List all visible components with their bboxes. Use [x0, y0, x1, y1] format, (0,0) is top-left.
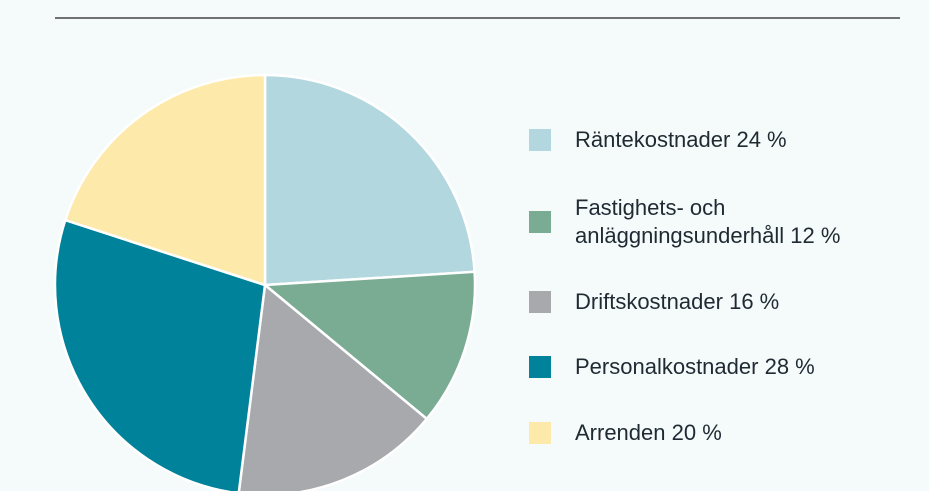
legend-name: Fastighets- och anläggningsunderhåll [575, 195, 785, 248]
legend-item: Driftskostnader 16 % [529, 288, 924, 316]
legend-name: Driftskostnader [575, 289, 723, 314]
legend-label: Fastighets- och anläggningsunderhåll 12 … [575, 194, 920, 250]
legend-label: Driftskostnader 16 % [575, 288, 920, 316]
legend-value: 16 % [729, 289, 780, 314]
legend-name: Personalkostnader [575, 354, 759, 379]
legend-swatch [529, 356, 551, 378]
legend-value: 20 % [671, 420, 722, 445]
pie-slice [261, 270, 477, 421]
legend-item: Arrenden 20 % [529, 419, 924, 447]
pie-slice [63, 73, 267, 287]
legend-item: Fastighets- och anläggningsunderhåll 12 … [529, 194, 924, 250]
legend-item: Räntekostnader 24 % [529, 126, 924, 154]
legend-name: Räntekostnader [575, 127, 731, 152]
legend-label: Personalkostnader 28 % [575, 353, 920, 381]
legend-name: Arrenden [575, 420, 666, 445]
legend-value: 28 % [764, 354, 815, 379]
legend-label: Räntekostnader 24 % [575, 126, 920, 154]
legend-value: 12 % [790, 223, 841, 248]
legend-swatch [529, 129, 551, 151]
legend-label: Arrenden 20 % [575, 419, 920, 447]
pie-slice [237, 282, 429, 491]
pie-slice [53, 218, 267, 491]
pie-slice [263, 73, 476, 287]
legend-swatch [529, 291, 551, 313]
legend-swatch [529, 422, 551, 444]
legend-swatch [529, 211, 551, 233]
legend-item: Personalkostnader 28 % [529, 353, 924, 381]
legend-value: 24 % [736, 127, 787, 152]
